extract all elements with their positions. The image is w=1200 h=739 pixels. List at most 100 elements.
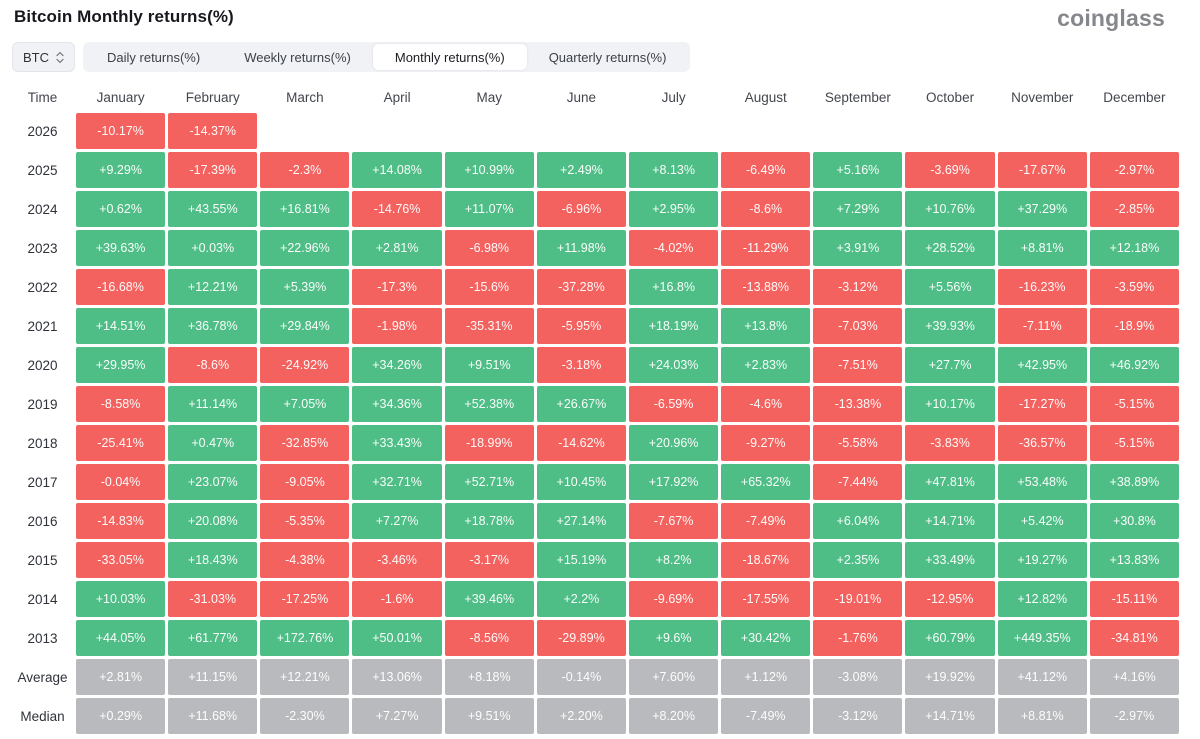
return-cell: +2.35% [813, 542, 903, 578]
return-cell: +2.83% [721, 347, 811, 383]
return-cell: +10.99% [444, 152, 534, 188]
return-cell: +44.05% [76, 620, 166, 656]
tab-weekly-returns[interactable]: Weekly returns(%) [244, 49, 351, 65]
symbol-select[interactable]: BTC [12, 42, 75, 72]
return-cell: -18.9% [1089, 308, 1179, 344]
return-cell: -6.59% [628, 386, 719, 422]
month-header: May [476, 89, 502, 105]
return-cell: -8.6% [168, 347, 258, 383]
return-cell: -19.01% [813, 581, 903, 617]
return-cell: +13.06% [352, 659, 442, 695]
return-cell: -18.67% [721, 542, 811, 578]
return-cell: -4.6% [721, 386, 811, 422]
return-cell: +11.14% [168, 386, 258, 422]
page-title: Bitcoin Monthly returns(%) [14, 7, 234, 26]
return-cell: +33.49% [905, 542, 995, 578]
return-cell: +11.07% [444, 191, 534, 227]
return-cell: +18.19% [628, 308, 719, 344]
return-cell: +29.84% [260, 308, 350, 344]
return-cell: -2.30% [260, 698, 350, 734]
return-cell [905, 113, 994, 149]
return-cell: +52.38% [444, 386, 534, 422]
return-cell: +11.68% [168, 698, 258, 734]
return-cell: -7.51% [813, 347, 903, 383]
return-cell: -5.58% [813, 425, 903, 461]
return-cell: +60.79% [905, 620, 995, 656]
return-cell: -11.29% [721, 230, 811, 266]
return-cell: -6.49% [721, 152, 811, 188]
return-cell: +2.20% [536, 698, 626, 734]
return-cell: +18.43% [168, 542, 258, 578]
return-cell: +32.71% [352, 464, 442, 500]
return-cell: -7.03% [813, 308, 903, 344]
return-cell: -14.83% [76, 503, 166, 539]
return-cell: +47.81% [905, 464, 995, 500]
return-cell: +2.95% [628, 191, 719, 227]
return-cell: +8.81% [997, 698, 1087, 734]
return-cell: +33.43% [352, 425, 442, 461]
return-cell: -7.11% [997, 308, 1087, 344]
updown-caret-icon [56, 51, 64, 64]
return-cell: -13.88% [721, 269, 811, 305]
return-cell: -24.92% [260, 347, 350, 383]
year-label: 2026 [27, 123, 58, 139]
month-header: June [566, 89, 597, 105]
return-cell [813, 113, 902, 149]
tab-monthly-returns[interactable]: Monthly returns(%) [372, 44, 527, 70]
return-cell: +18.78% [444, 503, 534, 539]
return-cell: -17.67% [997, 152, 1087, 188]
tab-quarterly-returns[interactable]: Quarterly returns(%) [548, 49, 667, 65]
return-cell: +27.7% [905, 347, 995, 383]
return-cell: +34.36% [352, 386, 442, 422]
return-cell: +9.51% [444, 698, 534, 734]
return-cell: -5.35% [260, 503, 350, 539]
return-cell: +12.18% [1089, 230, 1179, 266]
return-cell: -17.39% [168, 152, 258, 188]
return-cell: -9.69% [628, 581, 719, 617]
tab-daily-returns[interactable]: Daily returns(%) [107, 49, 201, 65]
return-cell: +9.51% [444, 347, 534, 383]
return-cell: -31.03% [168, 581, 258, 617]
month-header: March [286, 89, 324, 105]
time-column-header: Time [27, 89, 58, 105]
return-cell: +16.81% [260, 191, 350, 227]
return-cell: -3.18% [536, 347, 626, 383]
return-cell: +2.81% [76, 659, 166, 695]
return-cell: +10.03% [76, 581, 166, 617]
return-cell: +0.47% [168, 425, 258, 461]
return-cell: +7.29% [813, 191, 903, 227]
return-cell: -7.67% [628, 503, 719, 539]
year-label: 2018 [27, 435, 58, 451]
return-cell: -15.11% [1089, 581, 1179, 617]
return-cell: +14.71% [905, 503, 995, 539]
return-cell: -5.15% [1089, 425, 1179, 461]
return-cell [721, 113, 810, 149]
return-cell: +10.76% [905, 191, 995, 227]
month-header: February [185, 89, 240, 105]
year-label: 2021 [27, 318, 58, 334]
year-label: 2022 [27, 279, 58, 295]
return-cell: -0.14% [536, 659, 626, 695]
year-label: 2023 [27, 240, 58, 256]
return-cell: +8.13% [628, 152, 719, 188]
return-cell: +12.21% [260, 659, 350, 695]
return-cell: -6.96% [536, 191, 626, 227]
return-cell: +42.95% [997, 347, 1087, 383]
return-cell: -7.44% [813, 464, 903, 500]
return-cell: +5.42% [997, 503, 1087, 539]
return-cell: +43.55% [168, 191, 258, 227]
month-header: August [744, 89, 787, 105]
month-header: December [1103, 89, 1166, 105]
return-cell: -3.08% [813, 659, 903, 695]
return-cell: +39.63% [76, 230, 166, 266]
return-cell: -34.81% [1089, 620, 1179, 656]
return-cell: +0.29% [76, 698, 166, 734]
return-cell: +10.45% [536, 464, 626, 500]
return-cell: +53.48% [997, 464, 1087, 500]
return-cell: +16.8% [628, 269, 719, 305]
return-cell: +14.08% [352, 152, 442, 188]
return-cell: +7.27% [352, 698, 442, 734]
return-cell: +12.82% [997, 581, 1087, 617]
return-cell: +23.07% [168, 464, 258, 500]
return-cell [260, 113, 349, 149]
